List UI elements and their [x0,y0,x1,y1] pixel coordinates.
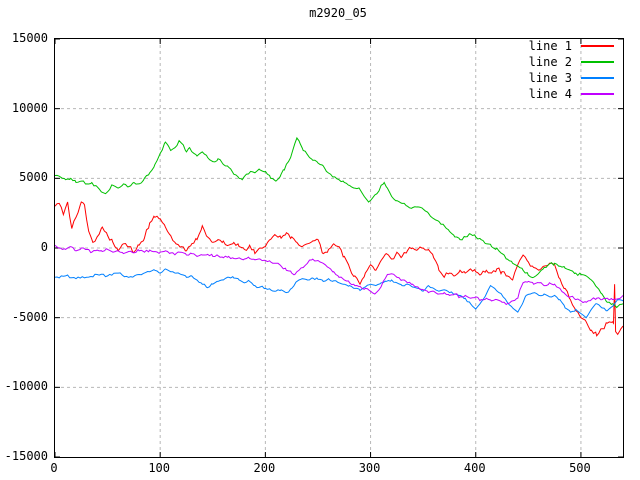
y-tick-label: 5000 [19,170,48,185]
legend-item: line 1 [529,38,614,54]
legend-item-label: line 3 [528,71,572,85]
x-tick-label: 500 [569,461,591,475]
x-tick-label: 0 [50,461,58,475]
legend-item: line 4 [529,86,614,102]
legend-item-label: line 2 [528,55,572,69]
x-tick-label: 100 [148,461,171,475]
legend-item: line 3 [529,70,614,86]
series-line-1 [55,201,623,337]
legend-item-label: line 4 [528,87,572,101]
y-tick-label: 10000 [11,100,48,115]
y-tick-label: -5000 [11,309,48,324]
plot-area [54,38,624,458]
y-tick-label: 0 [40,240,48,254]
y-tick-label: -15000 [4,449,48,463]
series-line-3 [55,268,623,319]
legend-line-sample [581,77,614,79]
series-line-4 [55,244,623,306]
x-tick-label: 400 [463,461,486,475]
chart-title: m2920_05 [309,6,367,20]
x-tick-label: 200 [253,461,276,475]
series-line-2 [55,136,623,309]
legend-item-label: line 1 [528,39,572,53]
y-tick-label: 15000 [11,31,48,45]
legend-line-sample [581,45,614,47]
legend-item: line 2 [529,54,614,70]
legend: line 1 line 2 line 3 line 4 [529,38,614,102]
legend-line-sample [581,93,614,95]
y-tick-label: -10000 [4,379,48,394]
legend-line-sample [581,61,614,63]
chart-canvas [55,39,623,457]
x-tick-label: 300 [358,461,381,475]
